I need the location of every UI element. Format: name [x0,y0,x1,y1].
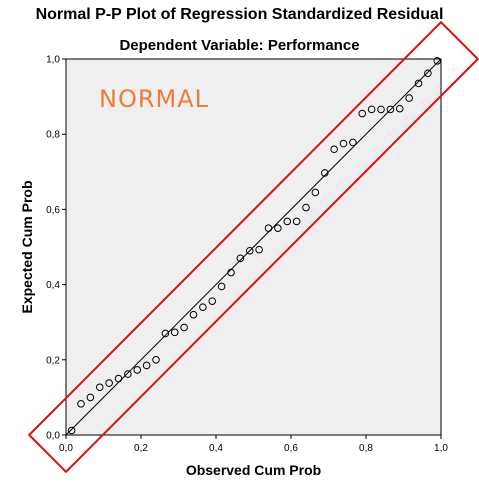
x-tick-label: 0,8 [359,443,373,454]
data-point [114,374,123,383]
data-point [283,217,292,226]
data-point [349,138,357,147]
x-tick-label: 0,6 [284,443,298,454]
data-point [255,245,263,254]
data-point [77,399,85,408]
data-point [95,383,104,392]
data-point [311,188,320,197]
highlight-box [27,20,479,474]
data-point [358,109,367,118]
y-tick-label: 0,2 [46,355,60,366]
data-point [367,105,376,114]
x-tick-label: 0,2 [134,443,148,454]
data-point [180,323,188,332]
x-tick-label: 1,0 [434,443,448,454]
data-point [161,329,170,338]
data-point [274,224,282,232]
y-axis-label: Expected Cum Prob [19,180,35,313]
data-point [395,104,404,113]
y-tick-label: 0,0 [46,431,60,442]
data-point [414,79,423,88]
data-point [124,370,132,378]
data-point [208,297,217,305]
data-point [86,393,95,402]
data-points [67,57,442,435]
data-point [386,105,395,114]
y-tick-label: 0,8 [46,130,60,141]
chart-subtitle: Dependent Variable: Performance [119,37,360,54]
data-point [377,105,385,114]
chart-title: Normal P-P Plot of Regression Standardiz… [35,6,444,23]
reference-line [65,58,442,436]
y-tick-label: 1,0 [46,55,60,66]
data-point [170,328,179,337]
data-point [424,69,432,78]
x-tick-label: 0,4 [209,443,223,454]
data-point [405,94,413,102]
data-point [330,145,338,154]
data-point [142,361,151,370]
data-point [133,366,142,374]
data-point [339,139,348,148]
data-point [152,356,160,364]
normal-annotation: NORMAL [99,85,209,113]
data-point [245,246,254,255]
x-tick-label: 0,0 [59,443,73,454]
x-axis-ticks: 0,0 0,2 0,4 0,6 0,8 1,0 [59,435,448,454]
data-point [217,282,226,291]
data-point [302,203,310,212]
data-point [236,254,245,263]
data-point [199,303,207,311]
y-axis-ticks: 0,0 0,2 0,4 0,6 0,8 1,0 [46,55,66,442]
y-tick-label: 0,4 [46,280,60,291]
data-point [105,379,113,387]
data-point [433,57,442,65]
y-tick-label: 0,6 [46,205,60,216]
data-point [264,224,273,232]
data-point [320,169,329,177]
data-point [67,426,76,435]
data-point [227,268,235,277]
data-point [189,310,198,319]
x-axis-label: Observed Cum Prob [186,462,321,478]
data-point [292,217,301,226]
